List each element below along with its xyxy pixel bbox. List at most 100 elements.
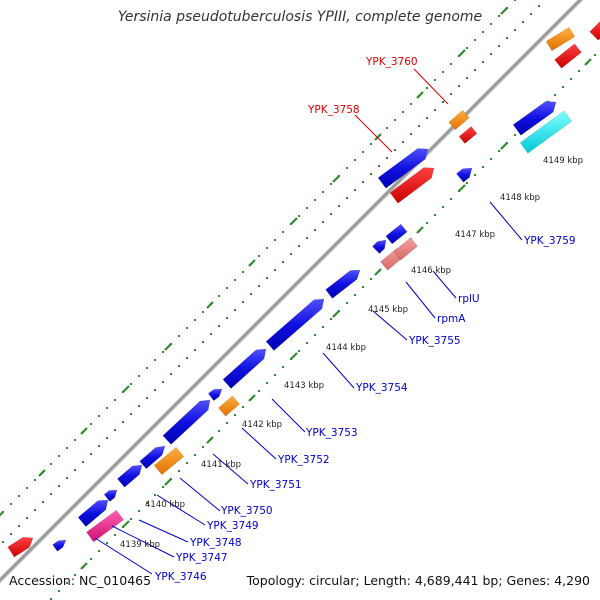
- gene-feature-red-top[interactable]: [554, 43, 582, 69]
- guide-dot: [42, 501, 44, 503]
- guide-dot: [306, 207, 308, 209]
- guide-dot: [450, 63, 452, 65]
- leader-ypk3754: [322, 352, 355, 389]
- guide-dot: [50, 493, 52, 495]
- tick-label-4139: 4139 kbp: [120, 540, 160, 550]
- gene-feature-ypk3750[interactable]: [139, 445, 166, 470]
- guide-dot: [50, 463, 52, 465]
- gene-feature-ypk3747[interactable]: [77, 499, 109, 528]
- gene-label-ypk3751[interactable]: YPK_3751: [249, 479, 302, 491]
- tick-dash: [164, 478, 172, 486]
- gene-label-ypk3746[interactable]: YPK_3746: [154, 571, 207, 583]
- gene-label-ypk3755[interactable]: YPK_3755: [408, 335, 461, 347]
- gene-feature-ypk3758-red[interactable]: [389, 167, 435, 204]
- guide-dot: [394, 119, 396, 121]
- gene-label-ypk3760[interactable]: YPK_3760: [365, 56, 418, 68]
- tick-label-4142: 4142 kbp: [242, 420, 282, 430]
- guide-dot: [466, 77, 468, 79]
- gene-feature-small[interactable]: [456, 167, 473, 183]
- gene-feature-ypk3754[interactable]: [265, 298, 325, 351]
- leader-ypk3751: [212, 453, 249, 485]
- gene-feature-ypk3759[interactable]: [372, 239, 387, 254]
- gene-feature-cyan[interactable]: [519, 110, 573, 154]
- guide-dot: [26, 487, 28, 489]
- gene-feature-small-left[interactable]: [52, 539, 67, 552]
- gene-feature-ypk3753[interactable]: [222, 348, 267, 389]
- gene-label-ypk3748[interactable]: YPK_3748: [189, 537, 242, 549]
- gene-label-rpma[interactable]: rpmA: [437, 313, 466, 325]
- guide-dot: [394, 149, 396, 151]
- gene-label-ypk3758[interactable]: YPK_3758: [307, 104, 360, 116]
- gene-feature-ypk3752[interactable]: [207, 388, 223, 402]
- leader-ypk3758: [354, 114, 393, 153]
- guide-dot: [346, 167, 348, 169]
- guide-dot: [202, 341, 204, 343]
- guide-dot: [106, 437, 108, 439]
- tick-dash: [290, 217, 298, 225]
- guide-dot: [90, 453, 92, 455]
- guide-dot: [482, 31, 484, 33]
- guide-dot: [498, 150, 500, 152]
- gene-feature-ypk3751[interactable]: [162, 399, 211, 445]
- guide-dot: [362, 151, 364, 153]
- guide-dot: [378, 165, 380, 167]
- guide-dot: [482, 166, 484, 168]
- guide-dot: [330, 213, 332, 215]
- guide-dot: [370, 143, 372, 145]
- gene-label-ypk3747[interactable]: YPK_3747: [175, 552, 228, 564]
- gene-feature-ypk3755[interactable]: [325, 269, 361, 299]
- guide-dot: [162, 381, 164, 383]
- guide-dot: [90, 558, 92, 560]
- guide-dot: [578, 70, 580, 72]
- gene-label-ypk3759[interactable]: YPK_3759: [523, 235, 576, 247]
- guide-dot: [66, 582, 68, 584]
- gene-feature-ypk3748[interactable]: [103, 489, 118, 502]
- tick-dash: [332, 310, 340, 318]
- gene-label-ypk3753[interactable]: YPK_3753: [305, 427, 358, 439]
- gene-feature-orange-top[interactable]: [545, 26, 576, 52]
- guide-dot: [498, 45, 500, 47]
- tick-dash: [332, 175, 340, 183]
- guide-dot: [226, 422, 228, 424]
- guide-dot: [146, 502, 148, 504]
- gene-feature-ypk3750-trna[interactable]: [217, 395, 241, 417]
- gene-feature-edge-red[interactable]: [589, 20, 600, 41]
- gene-label-ypk3750[interactable]: YPK_3750: [220, 505, 273, 517]
- gene-feature-ypk3749[interactable]: [116, 464, 143, 488]
- guide-dot: [290, 253, 292, 255]
- gene-feature-ypk3749-trna[interactable]: [153, 446, 185, 476]
- gene-label-ypk3752[interactable]: YPK_3752: [277, 454, 330, 466]
- guide-dot: [34, 479, 36, 481]
- guide-dot: [418, 125, 420, 127]
- tick-label-4143: 4143 kbp: [284, 381, 324, 391]
- gene-feature-ypk3746[interactable]: [86, 509, 124, 543]
- gene-feature-ypk3758[interactable]: [377, 148, 429, 189]
- guide-dot: [442, 206, 444, 208]
- tick-label-4149: 4149 kbp: [543, 156, 583, 166]
- gene-feature-red-mid[interactable]: [458, 126, 478, 144]
- gene-feature-upper-right[interactable]: [512, 101, 557, 136]
- gene-feature-rplu[interactable]: [393, 237, 418, 261]
- guide-dot: [186, 327, 188, 329]
- tick-label-4141: 4141 kbp: [201, 460, 241, 470]
- gene-feature-b[interactable]: [385, 223, 408, 245]
- guide-dot: [362, 181, 364, 183]
- guide-dot: [130, 518, 132, 520]
- guide-dot: [410, 133, 412, 135]
- guide-dot: [474, 69, 476, 71]
- gene-label-ypk3749[interactable]: YPK_3749: [206, 520, 259, 532]
- gene-feature-red-left[interactable]: [7, 536, 34, 558]
- guide-dot: [434, 79, 436, 81]
- tick-labels: 4139 kbp 4140 kbp 4141 kbp 4142 kbp 4143…: [120, 156, 583, 550]
- gene-label-rplu[interactable]: rplU: [458, 293, 480, 305]
- guide-dot: [490, 158, 492, 160]
- guide-dot: [18, 495, 20, 497]
- gene-feature-ypk3760[interactable]: [448, 109, 470, 131]
- leader-ypk3753: [271, 398, 306, 433]
- guide-dot: [362, 286, 364, 288]
- guide-dot: [258, 255, 260, 257]
- guide-dot: [314, 229, 316, 231]
- guide-dot: [58, 590, 60, 592]
- leader-ypk3747: [111, 525, 175, 558]
- gene-label-ypk3754[interactable]: YPK_3754: [355, 382, 408, 394]
